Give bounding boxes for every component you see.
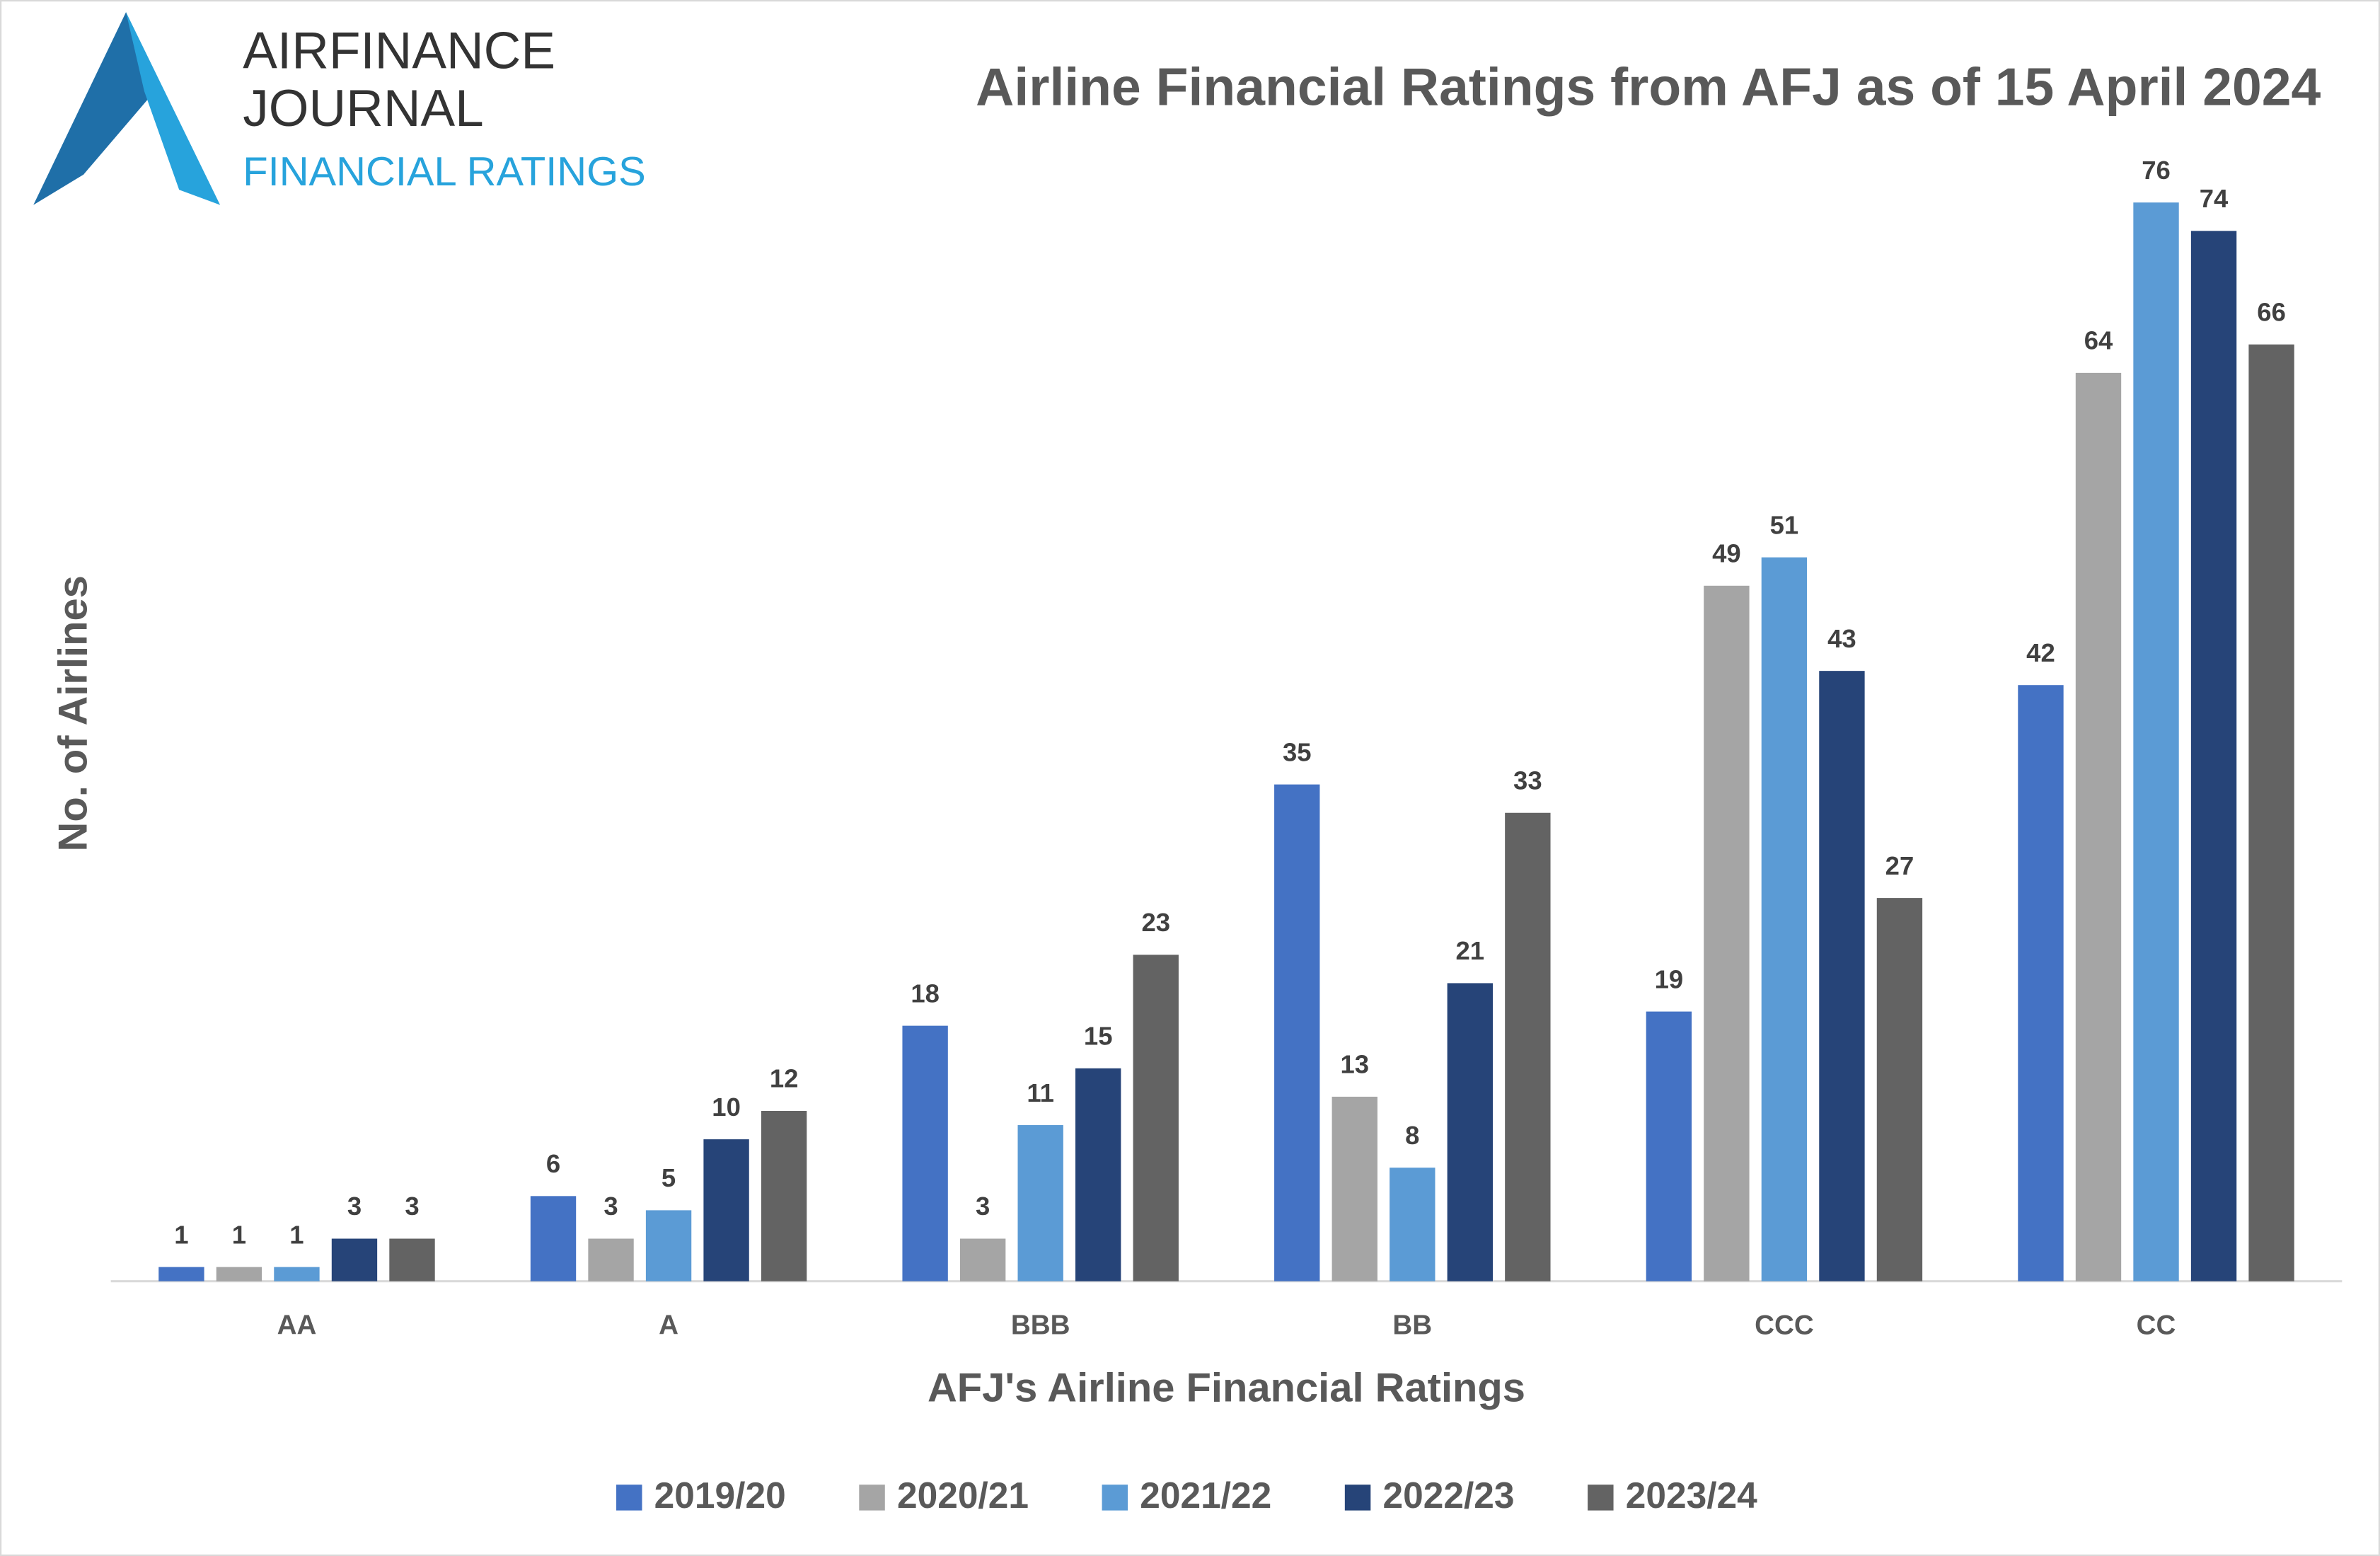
legend-label: 2023/24 (1626, 1475, 1757, 1516)
bar (216, 1267, 262, 1281)
x-tick-label: A (659, 1310, 678, 1340)
data-label: 27 (1885, 851, 1914, 880)
data-label: 3 (603, 1192, 618, 1221)
data-label: 1 (289, 1220, 304, 1249)
data-label: 1 (232, 1220, 246, 1249)
chart-title: Airline Financial Ratings from AFJ as of… (976, 57, 2321, 117)
bar (1646, 1011, 1692, 1281)
legend-swatch (1344, 1485, 1371, 1511)
bar (959, 1238, 1006, 1281)
bar (2133, 202, 2179, 1281)
bar (1819, 671, 1865, 1281)
data-label: 49 (1712, 539, 1741, 568)
data-label: 64 (2084, 326, 2113, 355)
bar (1274, 784, 1320, 1281)
legend-label: 2022/23 (1382, 1475, 1514, 1516)
x-tick-label: AA (277, 1310, 317, 1340)
data-label: 10 (712, 1093, 741, 1122)
bar (1761, 557, 1808, 1281)
bar (1075, 1068, 1121, 1281)
data-label: 3 (405, 1192, 419, 1221)
data-label: 13 (1340, 1050, 1369, 1079)
data-label: 21 (1456, 936, 1485, 965)
bar (645, 1210, 692, 1281)
legend-label: 2019/20 (654, 1475, 786, 1516)
bar (1704, 585, 1750, 1281)
x-axis-label: AFJ's Airline Financial Ratings (928, 1365, 1525, 1410)
bar (530, 1196, 577, 1281)
legend-swatch (859, 1485, 885, 1511)
logo-text: FINANCIAL RATINGS (243, 149, 645, 195)
data-label: 43 (1827, 624, 1856, 653)
data-label: 51 (1770, 510, 1799, 539)
bar (1390, 1168, 1435, 1281)
bar (274, 1267, 320, 1281)
logo-mark-right (126, 12, 221, 205)
x-tick-label: BB (1392, 1310, 1432, 1340)
logo-text: JOURNAL (243, 80, 483, 137)
bar (1505, 812, 1551, 1281)
bar (158, 1267, 204, 1281)
data-label: 8 (1405, 1121, 1419, 1150)
legend-swatch (616, 1485, 642, 1511)
data-label: 12 (770, 1064, 799, 1093)
bar (1331, 1096, 1377, 1281)
bar (1133, 955, 1179, 1281)
data-label: 76 (2142, 156, 2171, 185)
legend-label: 2021/22 (1140, 1475, 1271, 1516)
bar (2190, 231, 2237, 1281)
logo-text: AIRFINANCE (243, 22, 555, 79)
bar (2075, 372, 2122, 1281)
bar (1447, 983, 1494, 1281)
data-label: 5 (662, 1163, 676, 1192)
bar (761, 1110, 807, 1281)
data-label: 3 (347, 1192, 362, 1221)
data-label: 6 (546, 1149, 560, 1178)
data-label: 3 (976, 1192, 990, 1221)
bar (1017, 1125, 1063, 1281)
data-label: 66 (2257, 298, 2286, 327)
legend-label: 2020/21 (897, 1475, 1029, 1516)
bar (1876, 898, 1923, 1281)
data-label: 18 (911, 979, 940, 1008)
data-label: 1 (174, 1220, 188, 1249)
y-axis-label: No. of Airlines (51, 575, 96, 851)
data-label: 35 (1283, 737, 1312, 766)
data-label: 23 (1141, 908, 1170, 937)
data-label: 19 (1655, 964, 1684, 993)
x-tick-label: CCC (1755, 1310, 1814, 1340)
x-tick-label: CC (2137, 1310, 2176, 1340)
bar (902, 1025, 948, 1281)
data-label: 33 (1513, 766, 1542, 795)
x-tick-label: BBB (1011, 1310, 1070, 1340)
data-label: 11 (1027, 1078, 1054, 1107)
bar (2248, 344, 2294, 1281)
bar (389, 1238, 435, 1281)
data-label: 74 (2200, 184, 2229, 213)
bar (588, 1238, 634, 1281)
data-label: 15 (1084, 1022, 1113, 1051)
bar (703, 1139, 749, 1281)
legend-swatch (1588, 1485, 1614, 1511)
data-label: 42 (2026, 638, 2055, 667)
logo-mark-left (33, 12, 155, 205)
bar (2018, 685, 2064, 1281)
logo: AIRFINANCE JOURNAL FINANCIAL RATINGS (33, 12, 646, 205)
bar (331, 1238, 378, 1281)
legend-swatch (1102, 1485, 1128, 1511)
